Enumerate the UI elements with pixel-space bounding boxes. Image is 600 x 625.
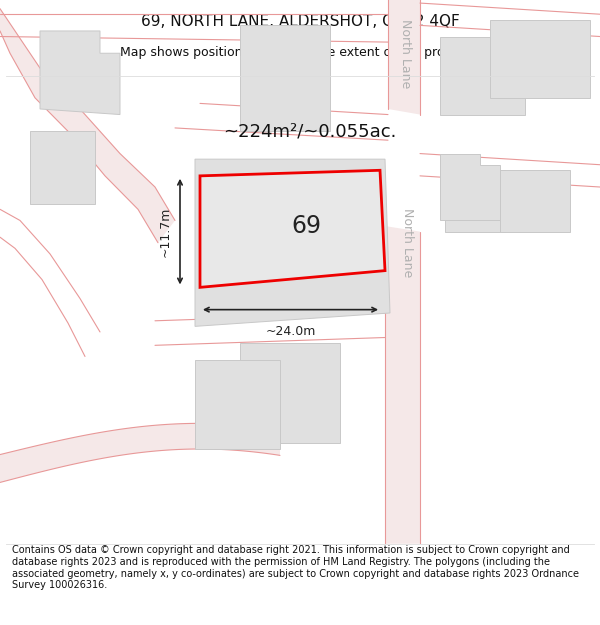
- Polygon shape: [490, 20, 590, 98]
- Text: ~24.0m: ~24.0m: [265, 325, 316, 338]
- Polygon shape: [0, 9, 175, 242]
- Text: ~11.7m: ~11.7m: [159, 206, 172, 257]
- Polygon shape: [240, 26, 330, 131]
- Polygon shape: [385, 226, 420, 544]
- Polygon shape: [195, 159, 390, 326]
- Polygon shape: [0, 423, 280, 483]
- Text: Contains OS data © Crown copyright and database right 2021. This information is : Contains OS data © Crown copyright and d…: [12, 546, 579, 590]
- Text: Map shows position and indicative extent of the property.: Map shows position and indicative extent…: [120, 46, 480, 59]
- Polygon shape: [440, 36, 525, 114]
- Polygon shape: [30, 131, 95, 204]
- Polygon shape: [500, 170, 570, 232]
- Text: 69, NORTH LANE, ALDERSHOT, GU12 4QF: 69, NORTH LANE, ALDERSHOT, GU12 4QF: [140, 14, 460, 29]
- Polygon shape: [445, 170, 505, 232]
- Polygon shape: [388, 0, 420, 114]
- Text: 69: 69: [291, 214, 321, 238]
- Polygon shape: [240, 343, 340, 443]
- Polygon shape: [440, 154, 500, 221]
- Polygon shape: [200, 170, 385, 288]
- Text: North Lane: North Lane: [398, 19, 412, 88]
- Polygon shape: [40, 31, 120, 114]
- Text: North Lane: North Lane: [401, 208, 415, 278]
- Polygon shape: [195, 360, 280, 449]
- Text: ~224m²/~0.055ac.: ~224m²/~0.055ac.: [223, 122, 397, 140]
